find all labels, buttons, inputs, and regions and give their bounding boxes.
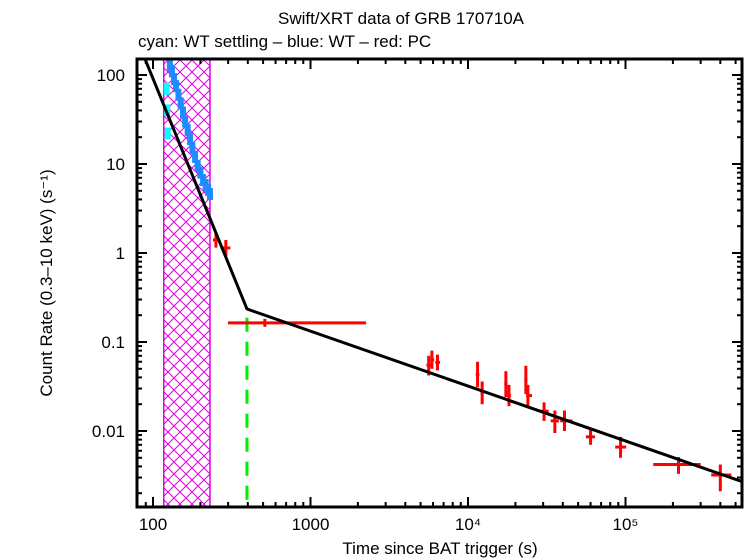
chart-title: Swift/XRT data of GRB 170710A	[278, 9, 525, 28]
data-point	[166, 59, 173, 71]
data-point	[187, 133, 194, 146]
series-pc	[212, 232, 732, 492]
x-tick-label: 10⁵	[613, 515, 639, 534]
x-axis-label: Time since BAT trigger (s)	[342, 539, 537, 558]
data-point	[189, 142, 196, 155]
tick-labels: 100 1000 10⁴ 10⁵ 100 10 1 0.1 0.01	[92, 66, 639, 534]
x-tick-label: 10⁴	[455, 515, 481, 534]
data-points	[163, 59, 732, 492]
data-point	[179, 106, 186, 119]
data-point	[192, 150, 199, 163]
y-tick-label: 0.1	[101, 333, 125, 352]
data-point	[184, 124, 191, 137]
data-point	[171, 73, 178, 86]
data-point	[168, 65, 175, 78]
y-tick-label: 1	[116, 244, 125, 263]
data-point	[197, 166, 204, 179]
y-tick-label: 10	[106, 155, 125, 174]
series-wt	[166, 59, 213, 201]
chart-subtitle: cyan: WT settling – blue: WT – red: PC	[138, 32, 431, 51]
y-tick-label: 100	[97, 66, 125, 85]
plot-frame	[135, 57, 744, 509]
x-tick-label: 100	[139, 515, 167, 534]
data-point	[194, 159, 201, 172]
model-line	[143, 59, 742, 484]
data-point	[182, 115, 189, 128]
data-point	[175, 88, 182, 101]
x-tick-label: 1000	[292, 515, 330, 534]
data-point	[177, 97, 184, 110]
axis-ticks	[137, 59, 742, 507]
data-point	[173, 80, 180, 93]
model-line-group	[143, 59, 742, 484]
y-axis-label: Count Rate (0.3–10 keV) (s⁻¹)	[37, 169, 56, 396]
y-tick-label: 0.01	[92, 422, 125, 441]
data-point	[164, 127, 171, 140]
data-point	[206, 188, 213, 201]
data-point	[163, 82, 170, 95]
